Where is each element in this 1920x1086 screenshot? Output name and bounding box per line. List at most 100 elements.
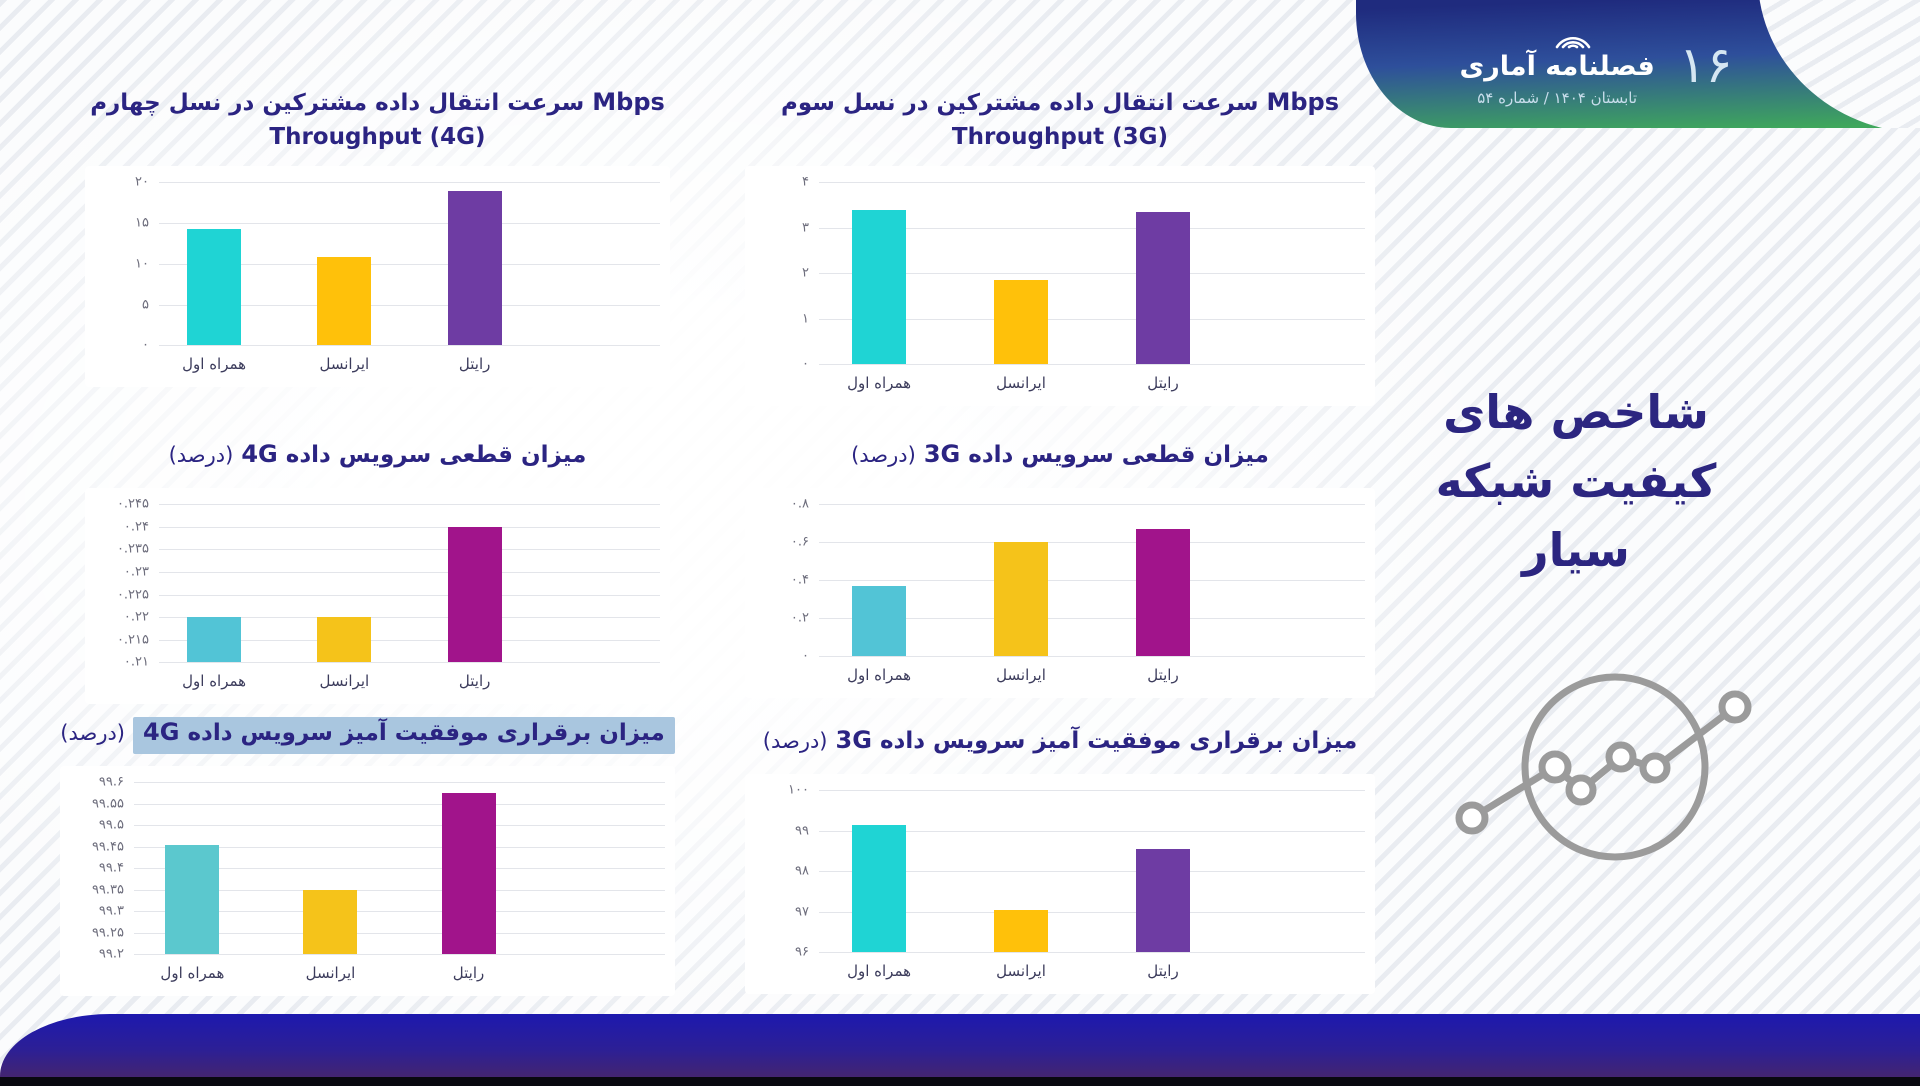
y-tick-label: ۹۹.۵	[98, 817, 124, 833]
gridline	[134, 889, 665, 891]
chart-plot: ۰.۸ ۰.۶ ۰.۴ ۰.۲ ۰	[791, 497, 1365, 664]
y-tick-label: ۲۰	[135, 174, 149, 190]
y-tick-label: ۹۹	[795, 823, 809, 839]
chart-title: Mbps سرعت انتقال داده مشترکین در نسل سوم	[745, 85, 1375, 120]
chart-throughput-4g: Mbps سرعت انتقال داده مشترکین در نسل چها…	[85, 85, 670, 388]
gridline	[159, 617, 660, 619]
y-tick-label: ۳	[802, 220, 809, 236]
chart-plot: ۱۰۰ ۹۹ ۹۸ ۹۷ ۹۶	[788, 783, 1365, 960]
chart-title-latin: 3G	[923, 440, 961, 468]
chart-plot-card: ۹۹.۶ ۹۹.۵۵ ۹۹.۵ ۹۹.۴۵ ۹۹.۴ ۹۹.۳۵ ۹۹.۳ ۹۹.۲۵ ۹۹.۲…	[60, 766, 675, 997]
gridline	[819, 871, 1365, 873]
y-tick-label: ۰.۶	[790, 534, 809, 550]
chart-title-text: میزان برقراری موفقیت آمیز سرویس داده	[187, 720, 665, 746]
y-tick-label: ۱	[802, 311, 809, 327]
chart-title-unit: (درصد)	[851, 443, 916, 467]
category-label: همراه اول	[160, 964, 225, 983]
y-tick-label: ۱۰	[135, 256, 149, 272]
category-label: ایرانسل	[996, 962, 1046, 981]
chart-title-unit: (درصد)	[762, 729, 828, 753]
gridline	[134, 932, 665, 934]
y-tick-label: ۱۰۰	[788, 782, 809, 798]
category-label: رایتل	[458, 355, 491, 374]
gridline	[159, 662, 660, 664]
header-badge: فصلنامه آماری تابستان ۱۴۰۴ / شماره ۵۴ ۱۶	[1356, 0, 1920, 128]
y-tick-label: ۰.۲۱۵	[116, 632, 149, 648]
bar	[852, 824, 907, 953]
chart-plot-card: ۱۰۰ ۹۹ ۹۸ ۹۷ ۹۶ همراه اول ایرانسل رایتل	[745, 774, 1375, 995]
chart-plot-card: ۰.۸ ۰.۶ ۰.۴ ۰.۲ ۰ همراه اول ایرانسل رایتل	[745, 488, 1375, 699]
gridline	[159, 304, 660, 306]
footer-strip	[0, 1077, 1920, 1086]
y-tick-label: ۱۵	[135, 215, 149, 231]
chart-throughput-3g: Mbps سرعت انتقال داده مشترکین در نسل سوم…	[745, 85, 1375, 407]
gridline	[159, 182, 660, 184]
category-label: ایرانسل	[319, 355, 370, 374]
category-label: همراه اول	[182, 672, 247, 691]
chart-title-unit: (درصد)	[60, 721, 125, 745]
y-tick-label: ۰.۲۱	[123, 654, 149, 670]
bar	[852, 586, 907, 657]
gridline	[819, 364, 1365, 366]
chart-subtitle: Throughput (3G)	[951, 124, 1169, 151]
gridline	[819, 911, 1365, 913]
bar	[447, 526, 502, 663]
bar	[1135, 529, 1190, 657]
category-label: ایرانسل	[996, 374, 1046, 393]
gridline	[819, 952, 1365, 954]
y-tick-label: ۹۹.۳	[98, 903, 124, 919]
category-axis: همراه اول ایرانسل رایتل	[134, 964, 665, 990]
badge-content: فصلنامه آماری تابستان ۱۴۰۴ / شماره ۵۴ ۱۶	[1356, 0, 1920, 128]
chart-title-text: میزان قطعی سرویس داده	[968, 442, 1269, 468]
y-tick-label: ۴	[802, 174, 809, 190]
bar	[852, 209, 907, 365]
y-tick-label: ۵	[142, 297, 149, 313]
brand-logo: فصلنامه آماری تابستان ۱۴۰۴ / شماره ۵۴	[1459, 24, 1655, 107]
chart-title: میزان برقراری موفقیت آمیز سرویس داده 4G …	[60, 715, 675, 754]
footer-band	[0, 1014, 1920, 1078]
y-tick-label: ۹۸	[795, 863, 809, 879]
gridline	[159, 549, 660, 551]
gridline	[134, 911, 665, 913]
section-title-line: کیفیت شبکه	[1435, 454, 1717, 508]
gridline	[819, 227, 1365, 229]
bar	[317, 617, 372, 663]
bar	[317, 257, 372, 346]
chart-title-text: سرعت انتقال داده مشترکین در نسل سوم	[780, 90, 1259, 116]
chart-outage-4g: میزان قطعی سرویس داده 4G (درصد) ۰.۲۴۵ ۰.۲۴…	[85, 437, 670, 705]
chart-title-unit: (درصد)	[168, 443, 234, 467]
y-tick-label: ۰	[142, 337, 149, 353]
y-tick-label: ۰.۲۲۵	[116, 587, 149, 603]
gridline	[819, 542, 1365, 544]
gridline	[134, 825, 665, 827]
section-title-line: شاخص های	[1443, 385, 1709, 439]
chart-title-latin: 4G	[143, 718, 180, 746]
y-tick-label: ۹۹.۳۵	[91, 882, 124, 898]
section-title-line: سیار	[1522, 523, 1630, 577]
gridline	[134, 782, 665, 784]
gridline	[819, 830, 1365, 832]
category-label: همراه اول	[182, 355, 247, 374]
bar	[447, 190, 502, 346]
y-tick-label: ۰	[802, 356, 809, 372]
gridline	[819, 504, 1365, 506]
gridline	[819, 273, 1365, 275]
y-tick-label: ۹۹.۶	[98, 774, 124, 790]
chart-title-latin: 4G	[241, 440, 278, 468]
gridline	[819, 182, 1365, 184]
category-label: ایرانسل	[305, 964, 356, 983]
chart-title-latin: 3G	[835, 726, 872, 754]
chart-plot-card: ۲۰ ۱۵ ۱۰ ۵ ۰ همراه اول ایرانسل رایتل	[85, 166, 670, 388]
y-tick-label: ۹۹.۲	[98, 946, 124, 962]
chart-success-rate-3g: میزان برقراری موفقیت آمیز سرویس داده 3G …	[745, 723, 1375, 995]
page-number: ۱۶	[1678, 36, 1733, 94]
bar	[303, 889, 358, 955]
category-axis: همراه اول ایرانسل رایتل	[819, 374, 1365, 400]
bar	[441, 793, 496, 955]
gridline	[134, 803, 665, 805]
bar	[994, 280, 1049, 365]
y-tick-label: ۹۹.۲۵	[91, 925, 124, 941]
gridline	[159, 263, 660, 265]
y-tick-label: ۰.۲۴۵	[116, 496, 149, 512]
